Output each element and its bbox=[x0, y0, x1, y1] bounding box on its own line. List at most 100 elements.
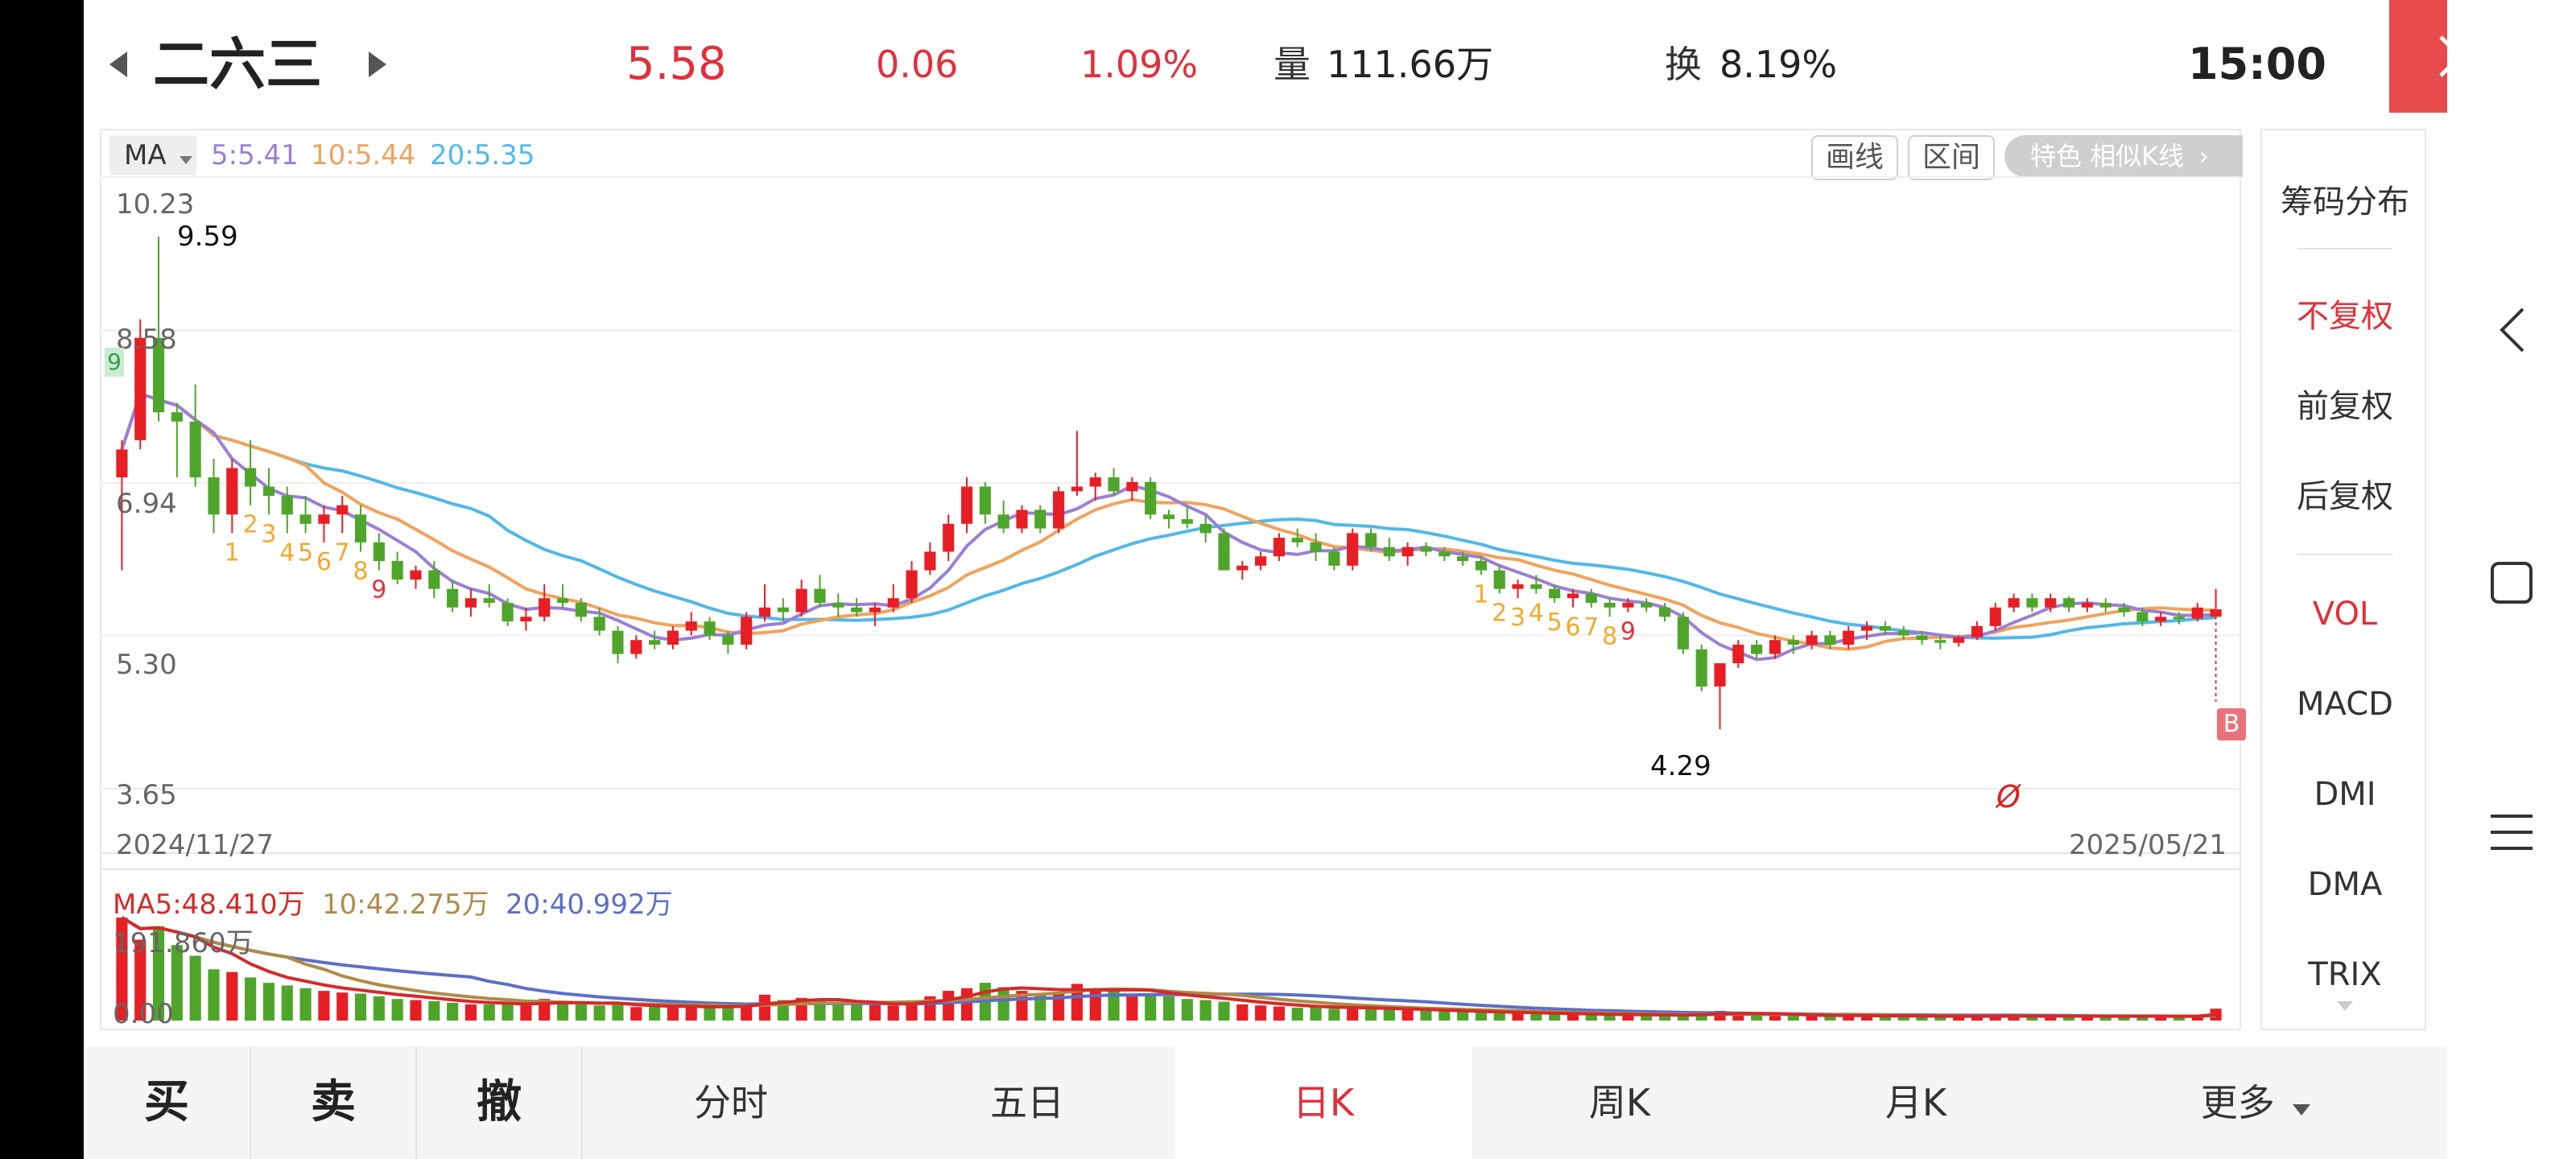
backward-adjust-button[interactable]: 后复权 bbox=[2297, 478, 2393, 515]
candle-up bbox=[410, 570, 422, 580]
vol-indicator-button[interactable]: VOL bbox=[2312, 596, 2378, 633]
tab-intraday[interactable]: 分时 bbox=[694, 1081, 768, 1124]
candle-down bbox=[1493, 570, 1505, 589]
tab-monthly-k[interactable]: 月K bbox=[1885, 1081, 1947, 1124]
volume-bar bbox=[2173, 1016, 2186, 1021]
no-adjust-button[interactable]: 不复权 bbox=[2297, 298, 2393, 335]
candle-up bbox=[1089, 477, 1101, 487]
seq-b-5: 5 bbox=[1547, 608, 1563, 637]
ma5-value: 5:5.41 bbox=[211, 139, 299, 171]
recent-apps-button[interactable] bbox=[2447, 800, 2576, 864]
candle-down bbox=[1420, 547, 1432, 552]
volume-bar bbox=[1291, 1007, 1303, 1021]
volume-bar bbox=[685, 1005, 697, 1021]
candle-down bbox=[1199, 523, 1212, 534]
candle-down bbox=[1145, 481, 1157, 515]
candle-up bbox=[1016, 509, 1028, 529]
candle-down bbox=[832, 602, 844, 608]
candle-up bbox=[464, 598, 477, 608]
candle-down bbox=[575, 602, 587, 617]
price-axis-label: 5.30 bbox=[116, 649, 177, 681]
tab-weekly-k[interactable]: 周K bbox=[1588, 1081, 1651, 1124]
candle-down bbox=[777, 607, 789, 612]
volume-bar bbox=[189, 955, 201, 1021]
candle-up bbox=[887, 598, 899, 608]
buy-signal-marker[interactable]: B bbox=[2217, 708, 2246, 740]
trix-indicator-button[interactable]: TRIX bbox=[2308, 956, 2382, 993]
volume-bar bbox=[1420, 1010, 1432, 1021]
volume-bar bbox=[1089, 988, 1101, 1021]
candle-up bbox=[2191, 607, 2203, 619]
volume-bar bbox=[832, 1004, 844, 1021]
candle-down bbox=[1439, 551, 1451, 557]
candle-up bbox=[2155, 617, 2167, 622]
signal-mark: Ø bbox=[1996, 779, 2021, 815]
volume-bar bbox=[1641, 1015, 1653, 1021]
menu-lines-icon bbox=[2491, 815, 2533, 850]
price-axis-label: 6.94 bbox=[116, 488, 177, 520]
candle-down bbox=[1751, 644, 1763, 654]
dma-indicator-button[interactable]: DMA bbox=[2307, 866, 2383, 903]
candle-down bbox=[851, 607, 863, 612]
candle-up bbox=[685, 621, 697, 631]
candle-up bbox=[336, 505, 349, 515]
candle-down bbox=[979, 486, 991, 515]
dmi-indicator-button[interactable]: DMI bbox=[2314, 776, 2376, 813]
volume-bar bbox=[299, 988, 312, 1021]
sell-button[interactable]: 卖 bbox=[311, 1076, 356, 1128]
candle-down bbox=[1328, 551, 1340, 566]
volume-bar bbox=[464, 1004, 477, 1021]
kline-chart[interactable]: 12 34 5 6 789 12 3 4 5 6 7 8 9 bbox=[100, 129, 2241, 1030]
candle-down bbox=[447, 588, 459, 608]
sequence-markers: 12 34 5 6 789 12 3 4 5 6 7 8 9 bbox=[225, 511, 1636, 651]
seq-b-4: 4 bbox=[1529, 599, 1544, 627]
macd-indicator-button[interactable]: MACD bbox=[2297, 686, 2393, 723]
candle-up bbox=[1843, 630, 1855, 645]
tab-five-day[interactable]: 五日 bbox=[990, 1081, 1064, 1124]
volume-bar bbox=[612, 1004, 624, 1021]
candle-down bbox=[649, 640, 661, 645]
caret-down-icon bbox=[180, 156, 193, 164]
volume-bar bbox=[906, 1002, 918, 1021]
volume-bar bbox=[997, 987, 1009, 1021]
buy-button[interactable]: 买 bbox=[144, 1076, 189, 1128]
candle-down bbox=[1291, 538, 1303, 542]
seq-a-7: 7 bbox=[335, 538, 350, 567]
volume-bar bbox=[1347, 1007, 1359, 1021]
back-button[interactable] bbox=[2447, 298, 2576, 362]
cancel-order-button[interactable]: 撤 bbox=[477, 1076, 522, 1128]
volume-bar bbox=[943, 991, 955, 1021]
current-price: 5.58 bbox=[626, 38, 727, 90]
stock-name[interactable]: 二六三 bbox=[153, 31, 322, 97]
volume-bar bbox=[1916, 1016, 1928, 1021]
volume-bar bbox=[1255, 1005, 1267, 1021]
prev-stock-arrow-icon[interactable] bbox=[108, 50, 129, 79]
volume-bar bbox=[1236, 1004, 1249, 1021]
chip-distribution-button[interactable]: 筹码分布 bbox=[2281, 184, 2409, 221]
volume-bar bbox=[171, 945, 183, 1021]
volume-bar bbox=[226, 971, 238, 1021]
candle-down bbox=[373, 542, 385, 562]
candle-down bbox=[1181, 519, 1193, 524]
volume-bar bbox=[245, 977, 257, 1021]
bottom-tab-bar: 买 卖 撤 分时 五日 日K 周K 月K 更多 bbox=[84, 1046, 2447, 1159]
candle-down bbox=[1658, 607, 1671, 617]
next-stock-arrow-icon[interactable] bbox=[367, 50, 388, 79]
volume-bar bbox=[1199, 1000, 1212, 1021]
more-button[interactable]: 更多 bbox=[2064, 1046, 2447, 1159]
ma-selector[interactable]: MA bbox=[109, 135, 196, 175]
similar-kline-button[interactable]: 特色 相似K线 › bbox=[2004, 135, 2243, 177]
candle-up bbox=[1860, 625, 1873, 631]
candle-down bbox=[428, 570, 440, 589]
volume-label: 量 bbox=[1274, 43, 1311, 86]
volume-bar bbox=[1439, 1011, 1451, 1021]
range-button[interactable]: 区间 bbox=[1908, 135, 1995, 180]
forward-adjust-button[interactable]: 前复权 bbox=[2297, 388, 2393, 425]
candle-up bbox=[1071, 486, 1083, 492]
seq-b-9: 9 bbox=[1620, 618, 1636, 646]
home-button[interactable] bbox=[2447, 551, 2576, 615]
scroll-down-icon[interactable] bbox=[2337, 1001, 2353, 1011]
draw-line-button[interactable]: 画线 bbox=[1811, 135, 1898, 180]
volume-bar bbox=[1879, 1016, 1891, 1021]
tab-daily-k[interactable]: 日K bbox=[1175, 1046, 1472, 1159]
